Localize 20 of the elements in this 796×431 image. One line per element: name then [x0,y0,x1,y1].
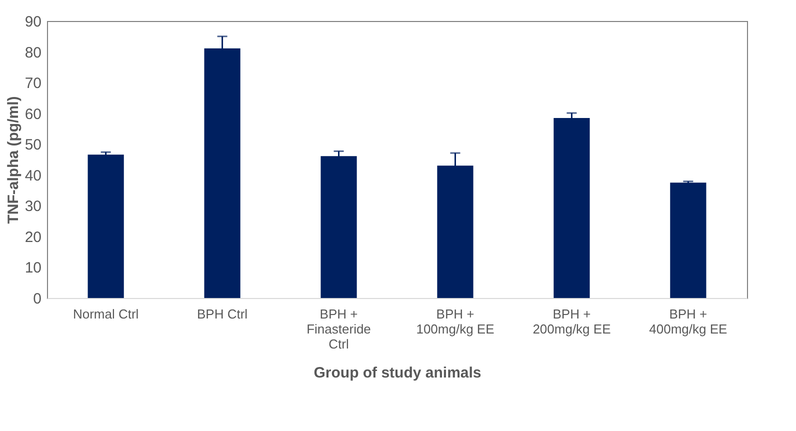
x-axis-title: Group of study animals [314,364,482,382]
y-tick-label: 90 [24,14,42,30]
y-axis-title: TNF-alpha (pg/ml) [4,96,22,224]
y-tick-label: 50 [24,136,42,154]
y-tick-label: 30 [24,198,42,216]
x-tick-label: Normal Ctrl [72,306,139,322]
y-tick-label: 60 [24,106,42,123]
x-tick-label: BPH + 400mg/kg EE [649,306,728,336]
y-tick-label: 70 [24,75,42,92]
y-tick-label: 10 [24,260,42,277]
x-tick-label: BPH + 200mg/kg EE [532,306,612,336]
x-tick-label: BPH Ctrl [197,306,248,322]
y-tick-label: 0 [33,290,42,308]
y-tick-label: 20 [24,228,42,246]
y-tick-label: 80 [24,44,42,62]
bar [320,156,357,298]
x-tick-label: BPH + 100mg/kg EE [416,306,495,336]
y-tick-label: 40 [24,167,42,184]
x-tick-label: BPH + Finasteride Ctrl [306,306,371,352]
bar [554,118,590,298]
